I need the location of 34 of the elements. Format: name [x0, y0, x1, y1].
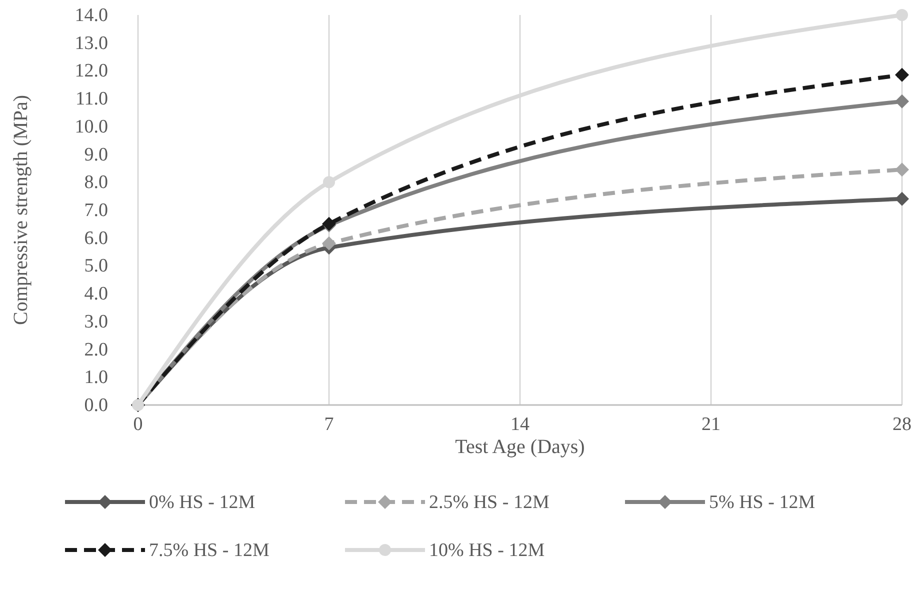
point [895, 162, 909, 177]
y-tick-label: 12.0 [74, 60, 108, 82]
y-tick-label: 8.0 [84, 172, 108, 194]
legend-label: 0% HS - 12M [149, 492, 256, 513]
y-tick-label: 0.0 [84, 395, 108, 416]
y-tick-label: 10.0 [74, 116, 108, 138]
y-tick-label: 1.0 [84, 367, 108, 388]
y-tick-label: 5.0 [84, 256, 108, 277]
y-tick-label: 9.0 [84, 144, 108, 166]
y-tick-label: 2.0 [84, 339, 108, 360]
legend-label: 7.5% HS - 12M [149, 540, 270, 561]
point [895, 68, 909, 82]
point [322, 236, 336, 250]
point [895, 192, 909, 206]
legend-label: 2.5% HS - 12M [429, 492, 550, 513]
y-tick-label: 4.0 [84, 284, 108, 305]
y-tick-label: 13.0 [74, 32, 108, 54]
y-axis-title: Compressive strength (MPa) [10, 95, 32, 325]
y-tick-label: 14.0 [74, 5, 108, 26]
point [896, 9, 908, 21]
x-tick-label: 7 [324, 414, 334, 435]
legend-label: 10% HS - 12M [429, 540, 545, 561]
y-tick-label: 11.0 [75, 88, 108, 110]
point [895, 94, 909, 108]
y-tick-label: 7.0 [84, 200, 108, 221]
x-tick-label: 21 [702, 414, 720, 435]
x-tick-label: 14 [510, 414, 530, 435]
point [323, 176, 335, 188]
y-tick-label: 3.0 [84, 311, 108, 332]
x-tick-label: 0 [133, 414, 143, 435]
legend-label: 5% HS - 12M [709, 492, 816, 513]
x-tick-label: 28 [892, 414, 912, 435]
x-axis-title: Test Age (Days) [455, 436, 585, 458]
y-tick-label: 6.0 [84, 228, 108, 249]
